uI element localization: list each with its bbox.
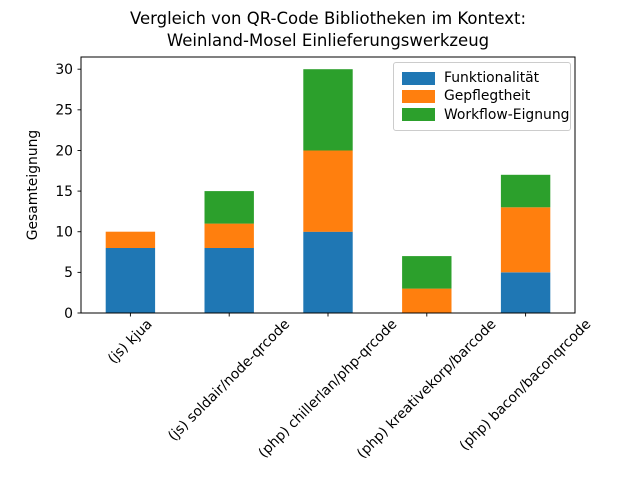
y-tick-label: 0	[64, 306, 73, 322]
bar-segment	[402, 288, 452, 313]
bar-segment	[105, 231, 156, 248]
bar-segment	[500, 272, 551, 313]
legend: Funktionalität Gepflegtheit Workflow-Eig…	[393, 62, 571, 131]
plot-frame	[80, 56, 576, 314]
chart-title-line1: Vergleich von QR-Code Bibliotheken im Ko…	[129, 9, 527, 28]
bar-segment	[204, 248, 254, 313]
legend-swatch-funktionalitaet	[402, 71, 435, 85]
y-tick-label: 5	[64, 265, 73, 281]
legend-item-workflow-eignung: Workflow-Eignung	[402, 106, 569, 124]
bar-segment	[303, 150, 353, 232]
legend-swatch-workflow-eignung	[402, 108, 435, 122]
bar-segment	[500, 174, 551, 208]
bar-segment	[303, 231, 353, 313]
legend-swatch-gepflegtheit	[402, 89, 435, 103]
legend-item-funktionalitaet: Funktionalität	[402, 69, 562, 87]
legend-label: Gepflegtheit	[444, 88, 531, 105]
y-tick-label: 10	[55, 225, 73, 241]
bar-segment	[204, 223, 254, 248]
x-tick-label: (js) soldair/node-qrcode	[165, 316, 293, 444]
y-axis-label: Gesamteignung	[25, 130, 41, 241]
x-tick-label: (js) kjua	[105, 316, 156, 367]
y-tick-label: 25	[55, 103, 73, 119]
chart-title: Vergleich von QR-Code Bibliotheken im Ko…	[81, 8, 575, 51]
bars-layer	[105, 69, 551, 313]
bar-segment	[105, 248, 156, 313]
bar-segment	[500, 207, 551, 273]
bar-segment	[204, 191, 254, 224]
y-tick-label: 30	[55, 62, 73, 78]
bar-segment	[303, 69, 353, 151]
chart-title-line2: Weinland-Mosel Einlieferungswerkzeug	[166, 30, 490, 50]
bar-segment	[402, 256, 452, 289]
frame-layer	[80, 56, 576, 314]
legend-item-gepflegtheit: Gepflegtheit	[402, 87, 562, 105]
y-tick-label: 15	[55, 184, 73, 200]
y-tick-label: 20	[55, 143, 73, 159]
legend-label: Funktionalität	[444, 70, 540, 87]
legend-label: Workflow-Eignung	[444, 106, 570, 123]
